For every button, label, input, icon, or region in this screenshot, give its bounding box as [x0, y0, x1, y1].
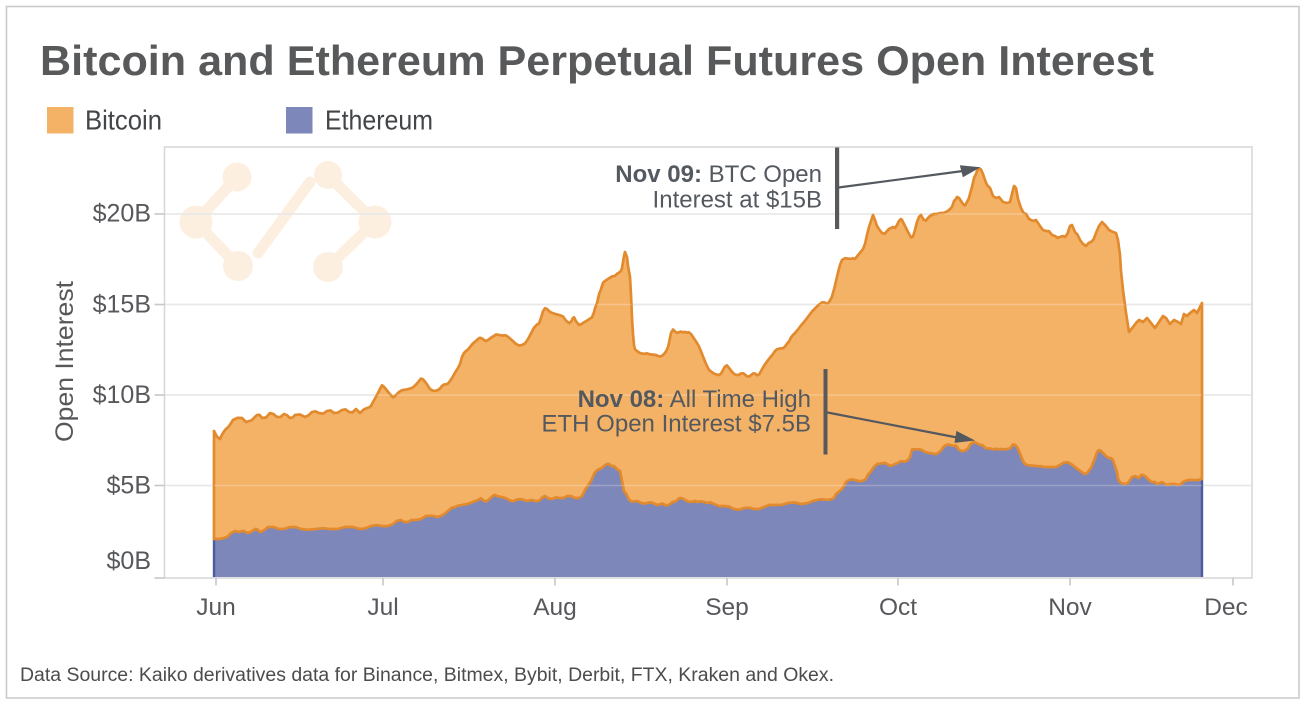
- svg-text:Sep: Sep: [705, 594, 749, 621]
- svg-text:Oct: Oct: [879, 594, 917, 621]
- svg-text:Aug: Aug: [533, 594, 577, 621]
- svg-text:Bitcoin and Ethereum Perpetual: Bitcoin and Ethereum Perpetual Futures O…: [40, 37, 1154, 84]
- svg-text:Bitcoin: Bitcoin: [85, 105, 162, 136]
- svg-text:Jun: Jun: [196, 594, 236, 621]
- svg-text:Interest at $15B: Interest at $15B: [653, 187, 822, 214]
- svg-text:Open Interest: Open Interest: [51, 281, 79, 442]
- svg-text:$10B: $10B: [93, 381, 151, 409]
- svg-text:ETH Open Interest $7.5B: ETH Open Interest $7.5B: [542, 411, 811, 438]
- svg-text:Data Source: Kaiko derivatives: Data Source: Kaiko derivatives data for …: [20, 665, 834, 686]
- svg-text:$15B: $15B: [93, 291, 151, 319]
- svg-text:Ethereum: Ethereum: [325, 105, 433, 136]
- svg-text:Nov 09: BTC Open: Nov 09: BTC Open: [615, 161, 822, 188]
- svg-text:$5B: $5B: [107, 472, 151, 500]
- svg-text:Nov: Nov: [1048, 594, 1092, 621]
- svg-text:Nov 08: All Time High: Nov 08: All Time High: [578, 386, 811, 413]
- svg-text:$0B: $0B: [107, 547, 151, 575]
- svg-text:Jul: Jul: [367, 594, 398, 621]
- svg-text:$20B: $20B: [93, 200, 151, 228]
- svg-text:Dec: Dec: [1204, 594, 1248, 621]
